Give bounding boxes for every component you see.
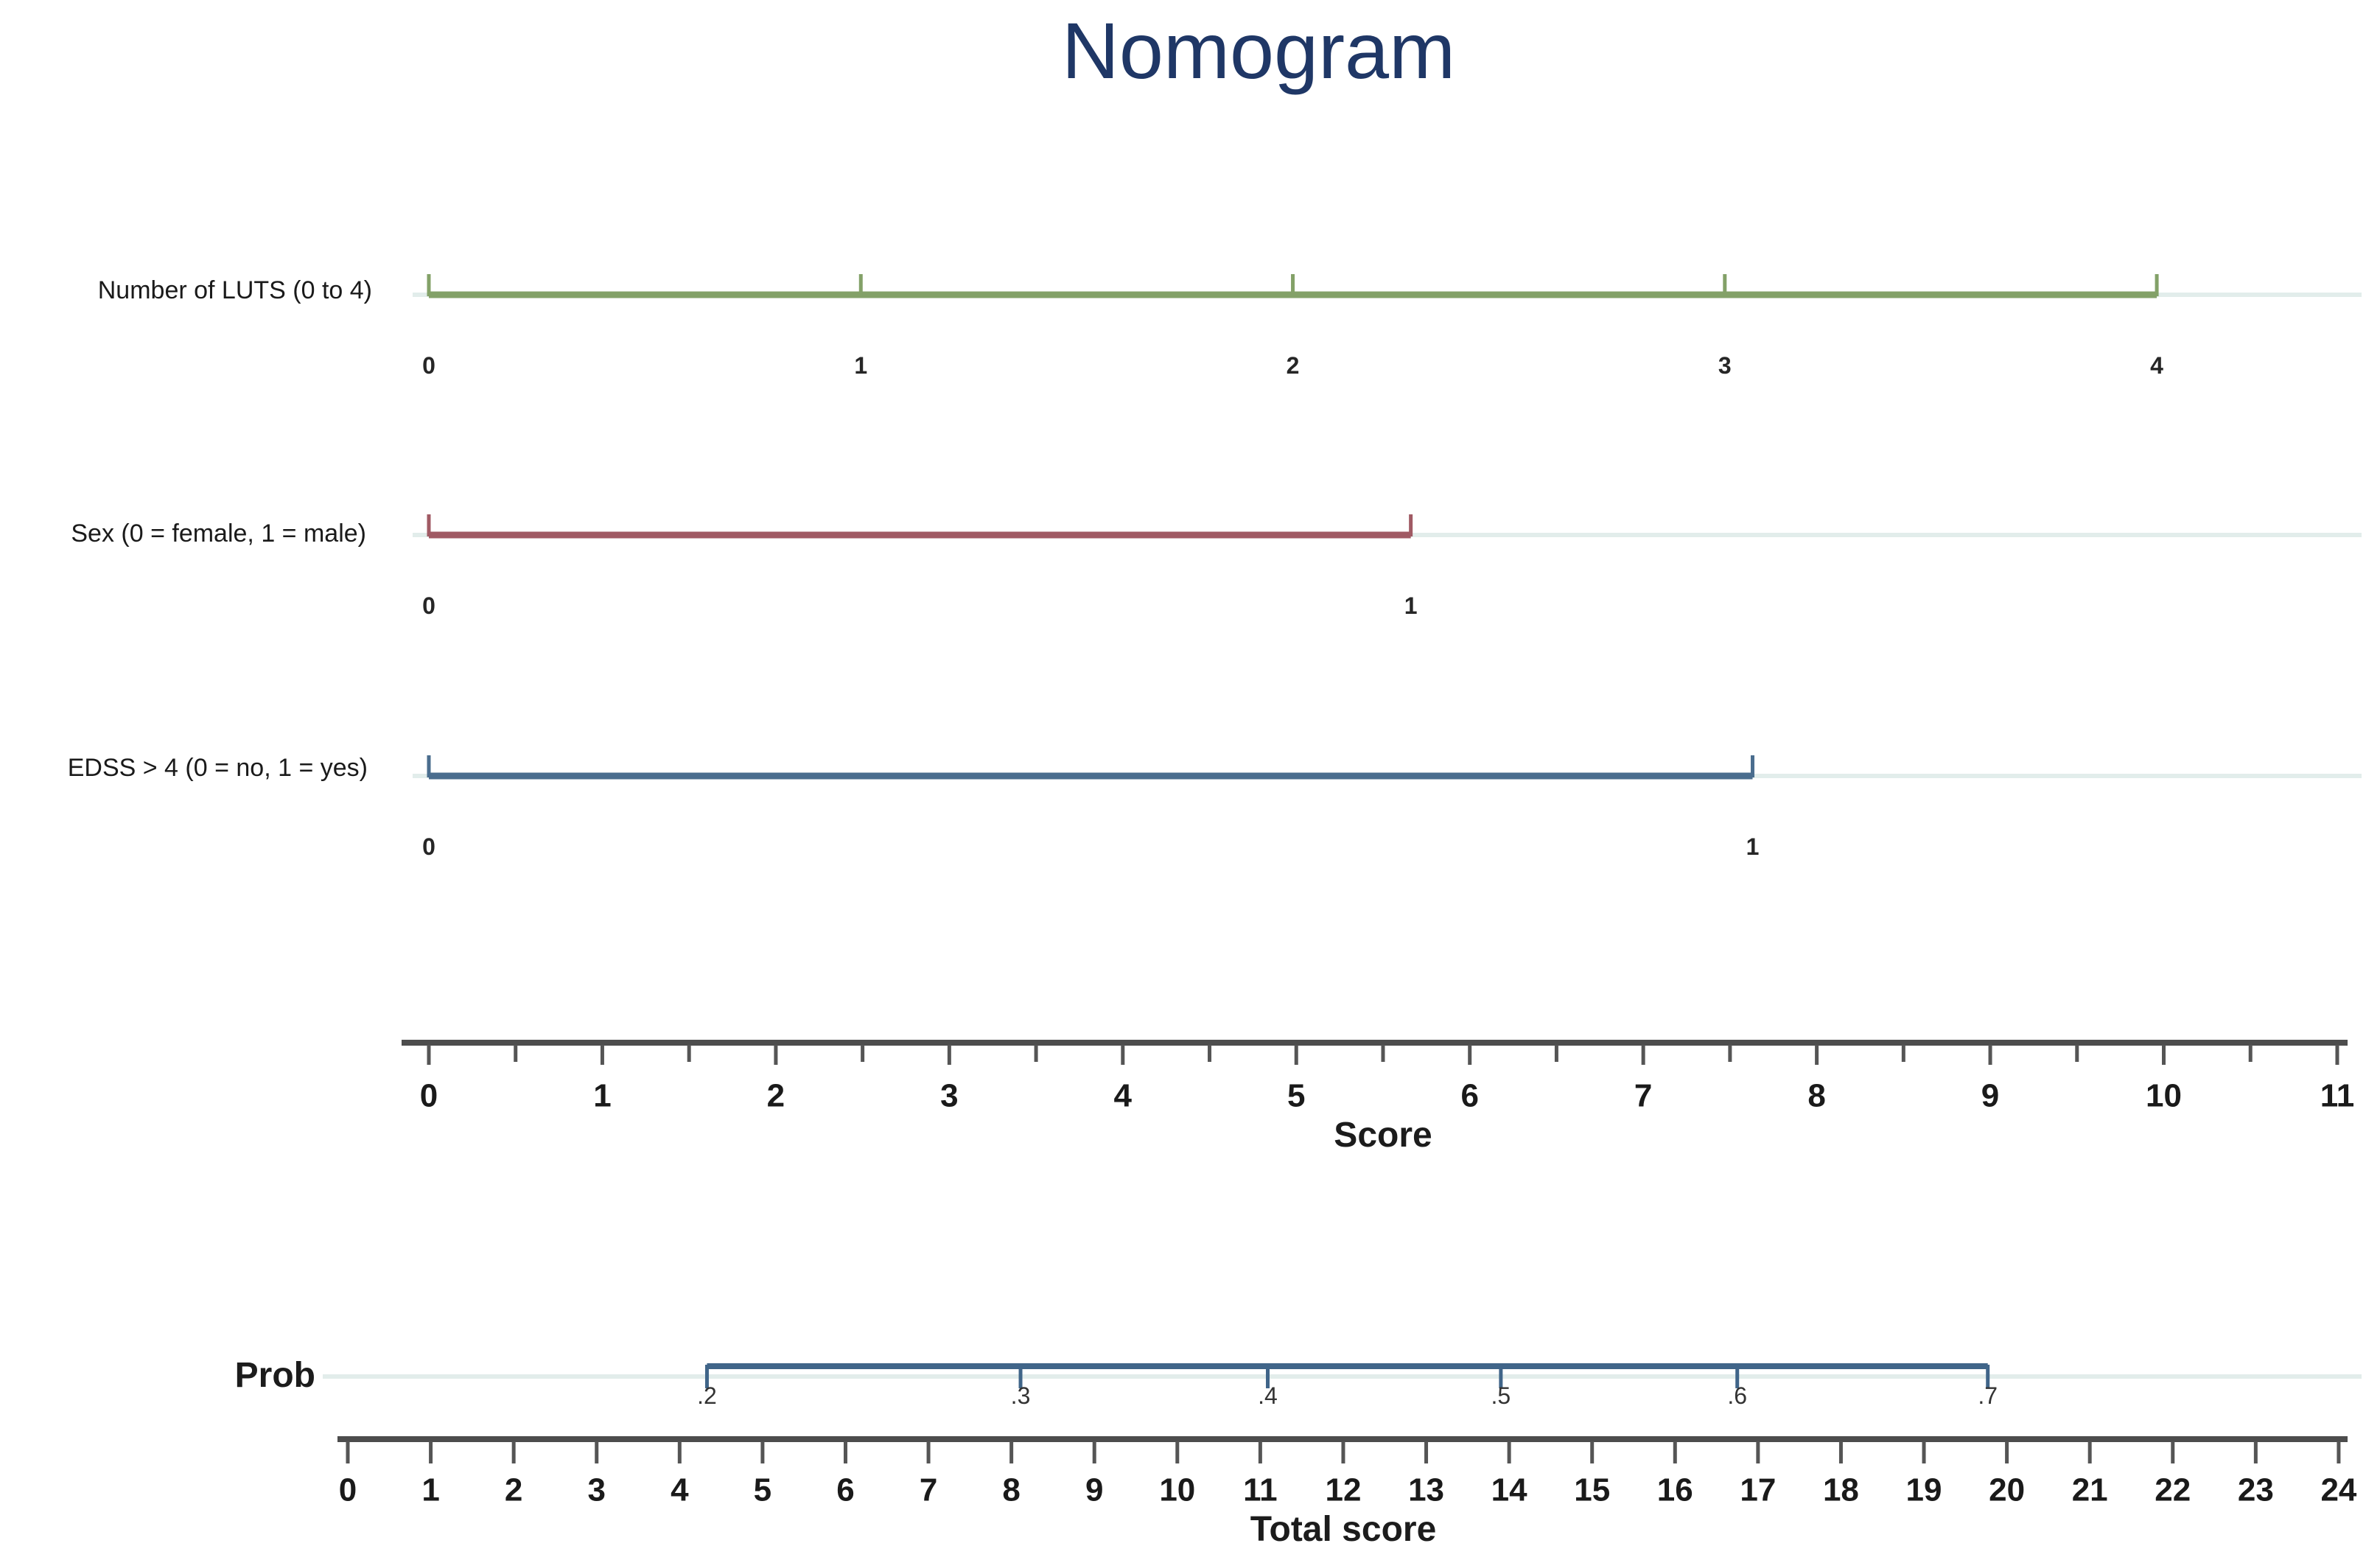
svg-text:5: 5 xyxy=(1287,1078,1305,1114)
svg-text:.6: .6 xyxy=(1727,1382,1747,1409)
svg-text:1: 1 xyxy=(593,1078,611,1114)
svg-text:.2: .2 xyxy=(697,1382,717,1409)
svg-text:.4: .4 xyxy=(1258,1382,1278,1409)
svg-text:19: 19 xyxy=(1906,1472,1942,1508)
svg-text:2: 2 xyxy=(505,1472,522,1508)
svg-text:0: 0 xyxy=(339,1472,357,1508)
svg-text:17: 17 xyxy=(1740,1472,1776,1508)
row-label-prob: Prob xyxy=(234,1356,315,1395)
svg-text:21: 21 xyxy=(2072,1472,2108,1508)
svg-text:2: 2 xyxy=(1287,352,1300,379)
svg-text:1: 1 xyxy=(421,1472,439,1508)
svg-text:3: 3 xyxy=(587,1472,605,1508)
svg-text:1: 1 xyxy=(854,352,867,379)
svg-text:.7: .7 xyxy=(1978,1382,1998,1409)
svg-text:0: 0 xyxy=(422,352,435,379)
svg-text:1: 1 xyxy=(1746,833,1760,860)
svg-text:10: 10 xyxy=(1159,1472,1195,1508)
svg-text:1: 1 xyxy=(1404,592,1418,619)
svg-text:8: 8 xyxy=(1002,1472,1020,1508)
svg-text:4: 4 xyxy=(2150,352,2163,379)
svg-text:0: 0 xyxy=(422,833,435,860)
svg-text:2: 2 xyxy=(767,1078,785,1114)
svg-text:9: 9 xyxy=(1085,1472,1103,1508)
svg-text:5: 5 xyxy=(754,1472,771,1508)
svg-text:11: 11 xyxy=(1243,1472,1278,1508)
svg-text:3: 3 xyxy=(1718,352,1732,379)
svg-text:15: 15 xyxy=(1574,1472,1610,1508)
svg-text:0: 0 xyxy=(420,1078,438,1114)
svg-text:6: 6 xyxy=(836,1472,854,1508)
prob-axis: .2 .3 .4 .5 .6 .7 xyxy=(323,1363,2362,1409)
svg-text:10: 10 xyxy=(2146,1078,2182,1114)
svg-text:23: 23 xyxy=(2238,1472,2274,1508)
total-score-axis: 0 1 2 3 4 5 6 7 8 9 10 11 12 13 14 15 16 17 18 19 20 21 22 23 24 xyxy=(337,1436,2357,1508)
svg-text:20: 20 xyxy=(1989,1472,2025,1508)
svg-text:11: 11 xyxy=(2320,1078,2355,1114)
svg-text:13: 13 xyxy=(1408,1472,1444,1508)
svg-text:3: 3 xyxy=(940,1078,958,1114)
luts-axis: 0 1 2 3 4 xyxy=(413,274,2362,379)
svg-text:4: 4 xyxy=(671,1472,689,1508)
score-axis: 0 1 2 3 4 5 6 7 8 9 10 11 xyxy=(402,1040,2355,1114)
svg-text:12: 12 xyxy=(1325,1472,1361,1508)
svg-text:8: 8 xyxy=(1807,1078,1825,1114)
score-axis-title: Score xyxy=(1334,1116,1432,1155)
row-label-sex: Sex (0 = female, 1 = male) xyxy=(71,520,366,548)
svg-text:7: 7 xyxy=(920,1472,937,1508)
svg-text:14: 14 xyxy=(1491,1472,1527,1508)
svg-text:24: 24 xyxy=(2320,1472,2356,1508)
svg-text:.5: .5 xyxy=(1491,1382,1511,1409)
svg-text:16: 16 xyxy=(1657,1472,1693,1508)
row-label-edss: EDSS > 4 (0 = no, 1 = yes) xyxy=(67,754,368,782)
chart-title: Nomogram xyxy=(1061,6,1456,95)
svg-text:18: 18 xyxy=(1823,1472,1859,1508)
svg-text:9: 9 xyxy=(1981,1078,1999,1114)
svg-text:7: 7 xyxy=(1634,1078,1652,1114)
svg-text:22: 22 xyxy=(2155,1472,2191,1508)
svg-text:0: 0 xyxy=(422,592,435,619)
svg-text:.3: .3 xyxy=(1011,1382,1031,1409)
total-score-axis-title: Total score xyxy=(1250,1510,1437,1549)
svg-text:6: 6 xyxy=(1460,1078,1478,1114)
svg-text:4: 4 xyxy=(1114,1078,1133,1114)
row-label-luts: Number of LUTS (0 to 4) xyxy=(97,276,372,304)
